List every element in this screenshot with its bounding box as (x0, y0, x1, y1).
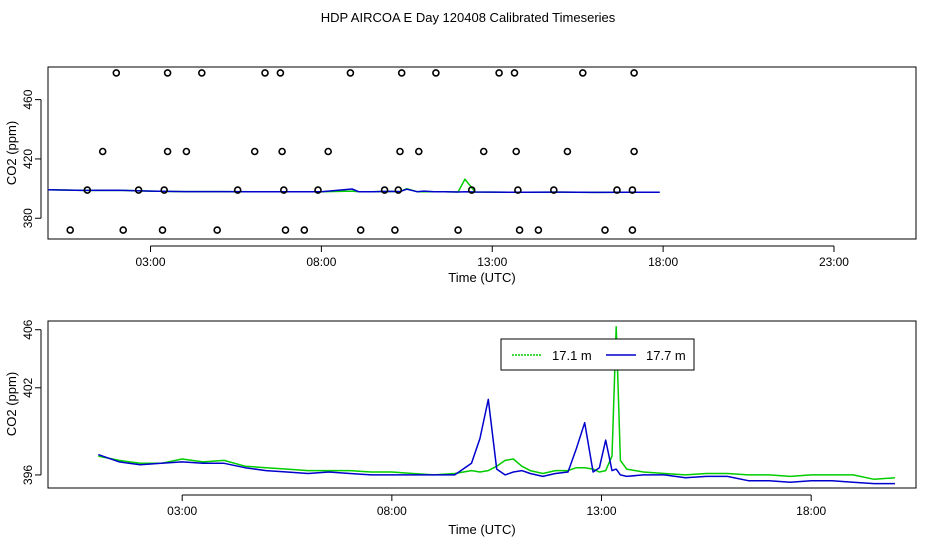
top-point (495, 69, 503, 77)
bottom-panel-frame (47, 320, 917, 489)
bottom-x-tick-label: 03:00 (167, 504, 197, 518)
top-point (601, 226, 609, 234)
top-panel-axes: 03:00 08:00 13:00 18:00 23:00 380 420 460 (21, 89, 849, 269)
top-point (479, 147, 488, 156)
bottom-y-tick-label: 402 (21, 377, 35, 397)
top-y-tick-label: 420 (21, 149, 35, 169)
top-x-tick-label: 23:00 (819, 255, 849, 269)
top-panel-frame (47, 66, 917, 240)
top-point (432, 69, 440, 77)
top-panel-ylabel: CO2 (ppm) (4, 121, 19, 185)
top-panel-xlabel: Time (UTC) (448, 270, 515, 285)
top-point (66, 226, 74, 234)
top-point (213, 226, 221, 234)
bottom-panel-ylabel: CO2 (ppm) (4, 372, 19, 436)
top-point (119, 226, 127, 234)
top-point (578, 69, 587, 77)
top-point (630, 147, 638, 156)
top-point (514, 186, 522, 194)
top-point (278, 147, 286, 156)
top-point (300, 226, 309, 234)
bottom-x-tick-label: 08:00 (377, 504, 407, 518)
top-y-tick-label: 460 (21, 89, 35, 109)
top-point (630, 69, 638, 77)
top-point (134, 186, 143, 194)
bottom-y-tick-label: 406 (21, 319, 35, 339)
top-point (112, 69, 121, 77)
top-panel-points (66, 69, 638, 234)
top-point (534, 226, 543, 234)
top-point (276, 69, 285, 77)
top-point (261, 69, 269, 77)
top-point (549, 186, 558, 194)
top-point (160, 186, 168, 194)
legend-label-17-1m: 17.1 m (552, 348, 592, 363)
top-point (391, 226, 399, 234)
top-point (98, 147, 107, 156)
bottom-panel-axes: 03:00 08:00 13:00 18:00 396 402 406 (21, 319, 827, 518)
bottom-panel-xlabel: Time (UTC) (448, 522, 515, 537)
top-point (628, 226, 637, 234)
legend-label-17-7m: 17.7 m (646, 348, 686, 363)
top-point (394, 186, 403, 194)
top-y-tick-label: 380 (21, 208, 35, 228)
top-point (281, 226, 290, 234)
bottom-x-tick-label: 18:00 (796, 504, 826, 518)
top-point (182, 147, 191, 156)
top-point (628, 186, 637, 194)
top-x-tick-label: 08:00 (306, 255, 336, 269)
top-point (512, 147, 521, 156)
top-point (83, 186, 92, 194)
top-point (396, 147, 404, 156)
top-series-17-7-m (47, 188, 660, 194)
top-panel: 03:00 08:00 13:00 18:00 23:00 380 420 460 Time … (4, 66, 917, 285)
figure-title: HDP AIRCOA E Day 120408 Calibrated Times… (321, 10, 616, 25)
top-point (324, 147, 333, 156)
top-point (233, 186, 242, 194)
top-point (356, 226, 365, 234)
top-point (414, 147, 423, 156)
top-point (510, 69, 519, 77)
bottom-series-17-1-m (98, 326, 896, 481)
top-point (563, 147, 572, 156)
bottom-x-tick-label: 13:00 (586, 504, 616, 518)
bottom-panel-series (98, 326, 896, 485)
top-point (279, 186, 288, 194)
bottom-y-tick-label: 396 (21, 465, 35, 485)
bottom-panel: 03:00 08:00 13:00 18:00 396 402 406 Time (UTC)… (4, 319, 917, 537)
bottom-series-17-7-m (98, 398, 895, 485)
legend: 17.1 m 17.7 m (500, 338, 695, 371)
top-point (346, 69, 355, 77)
top-point (515, 226, 524, 234)
top-point (397, 69, 406, 77)
top-panel-series (47, 178, 660, 194)
top-point (454, 226, 462, 234)
top-point (613, 186, 621, 194)
top-point (314, 186, 322, 194)
top-point (250, 147, 259, 156)
top-point (380, 186, 389, 194)
top-x-tick-label: 18:00 (648, 255, 678, 269)
top-x-tick-label: 13:00 (477, 255, 507, 269)
top-point (198, 69, 206, 77)
top-point (158, 226, 167, 234)
top-point (467, 186, 476, 194)
top-point (163, 147, 172, 156)
top-point (163, 69, 172, 77)
top-x-tick-label: 03:00 (136, 255, 166, 269)
